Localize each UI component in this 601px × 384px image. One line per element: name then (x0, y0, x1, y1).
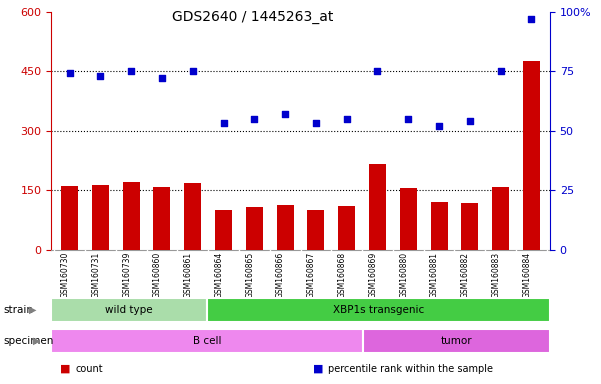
Text: percentile rank within the sample: percentile rank within the sample (328, 364, 493, 374)
Text: GSM160739: GSM160739 (122, 252, 131, 298)
Point (311, 120, 321, 126)
Text: GSM160867: GSM160867 (307, 252, 316, 298)
Point (219, 120, 228, 126)
Text: B cell: B cell (193, 336, 221, 346)
Text: ▶: ▶ (29, 305, 36, 315)
Text: GSM160882: GSM160882 (461, 252, 470, 298)
Bar (51, 298, 207, 322)
Bar (430, 202, 448, 250)
Point (157, 75, 166, 81)
Point (280, 111, 290, 117)
Point (126, 68, 136, 74)
Text: wild type: wild type (105, 305, 153, 315)
Text: GDS2640 / 1445263_at: GDS2640 / 1445263_at (172, 10, 333, 23)
Bar (153, 187, 171, 250)
Text: GSM160881: GSM160881 (430, 252, 439, 298)
Text: ■: ■ (313, 364, 323, 374)
Text: ▶: ▶ (33, 336, 40, 346)
Point (249, 116, 259, 122)
Bar (338, 206, 355, 250)
Bar (207, 298, 550, 322)
Text: GSM160864: GSM160864 (215, 252, 224, 298)
Text: GSM160866: GSM160866 (276, 252, 285, 298)
Text: specimen: specimen (3, 336, 53, 346)
Text: tumor: tumor (441, 336, 472, 346)
Text: GSM160730: GSM160730 (61, 252, 70, 298)
Bar (363, 329, 550, 353)
Text: GSM160868: GSM160868 (338, 252, 347, 298)
Text: GSM160883: GSM160883 (492, 252, 501, 298)
Text: count: count (75, 364, 103, 374)
Text: GSM160884: GSM160884 (522, 252, 531, 298)
Bar (61, 186, 78, 250)
Bar (92, 185, 109, 250)
Bar (276, 205, 293, 250)
Text: strain: strain (3, 305, 33, 315)
Bar (215, 210, 232, 250)
Point (403, 116, 413, 122)
Bar (185, 183, 201, 250)
Point (465, 118, 475, 124)
Text: GSM160860: GSM160860 (153, 252, 162, 298)
Text: GSM160731: GSM160731 (91, 252, 100, 298)
Point (435, 123, 444, 129)
Text: ■: ■ (60, 364, 70, 374)
Point (373, 68, 382, 74)
Point (188, 68, 198, 74)
Bar (523, 61, 540, 250)
Point (526, 16, 536, 22)
Bar (492, 187, 509, 250)
Text: GSM160869: GSM160869 (368, 252, 377, 298)
Point (342, 116, 352, 122)
Text: GSM160861: GSM160861 (184, 252, 193, 298)
Point (65, 70, 75, 76)
Text: GSM160865: GSM160865 (245, 252, 254, 298)
Bar (308, 210, 325, 250)
Bar (462, 203, 478, 250)
Point (96, 73, 105, 79)
Bar (369, 164, 386, 250)
Bar (123, 182, 139, 250)
Bar (400, 188, 416, 250)
Point (496, 68, 505, 74)
Bar (51, 329, 363, 353)
Text: XBP1s transgenic: XBP1s transgenic (333, 305, 424, 315)
Text: GSM160880: GSM160880 (399, 252, 408, 298)
Bar (246, 207, 263, 250)
